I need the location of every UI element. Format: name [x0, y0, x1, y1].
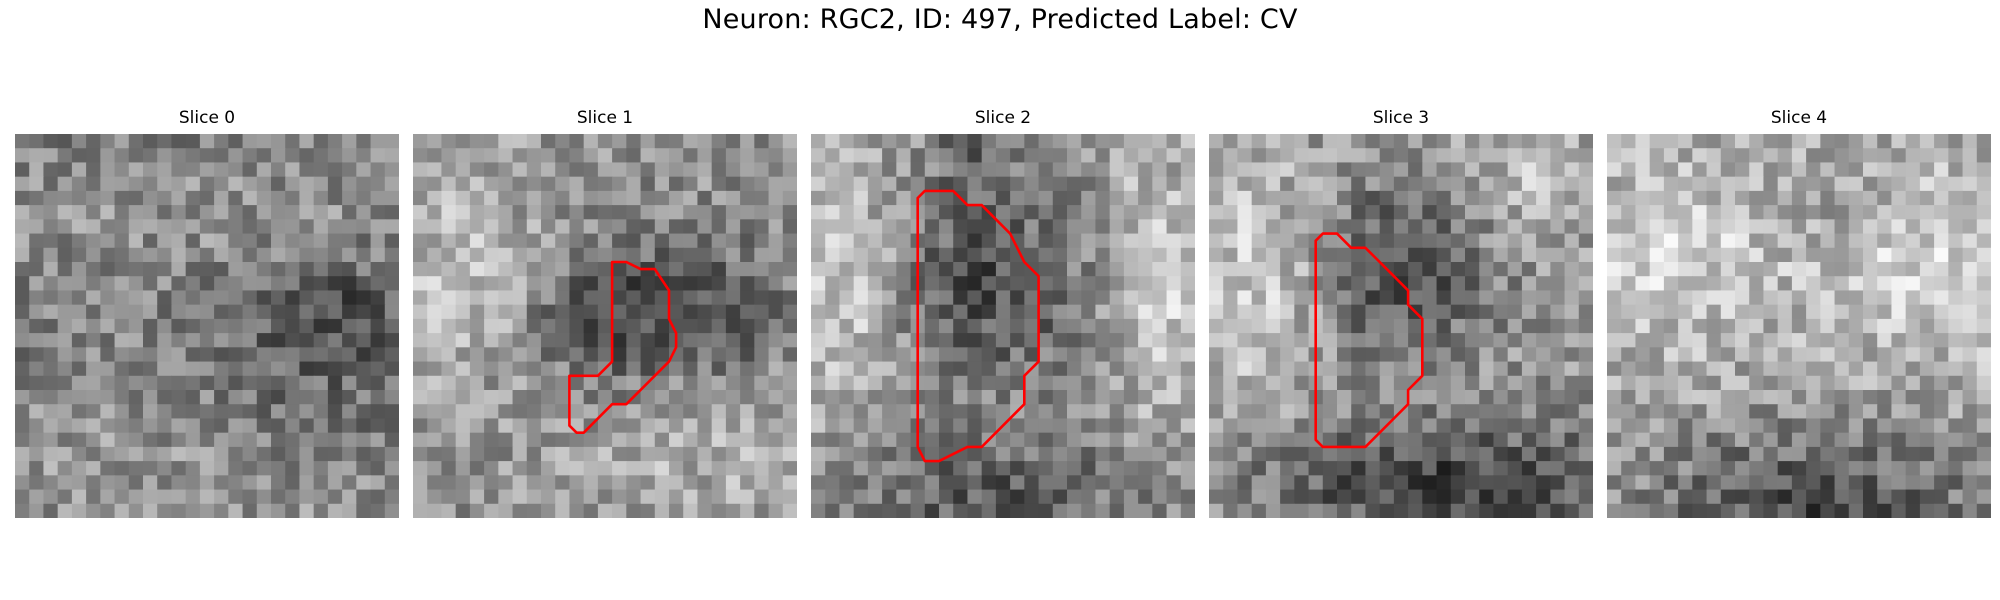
neuron-contour [916, 189, 1040, 463]
slice-title: Slice 2 [974, 108, 1032, 128]
slice-image [15, 134, 399, 518]
slice-image [413, 134, 797, 518]
slice-title: Slice 3 [1372, 108, 1430, 128]
slice-image [1607, 134, 1991, 518]
figure-title: Neuron: RGC2, ID: 497, Predicted Label: … [702, 4, 1298, 35]
slice-title: Slice 1 [576, 108, 634, 128]
slice-image [1209, 134, 1593, 518]
slice-image [811, 134, 1195, 518]
neuron-contour [568, 260, 678, 435]
slice-title: Slice 4 [1770, 108, 1828, 128]
slice-title: Slice 0 [178, 108, 236, 128]
neuron-contour [1314, 232, 1424, 449]
